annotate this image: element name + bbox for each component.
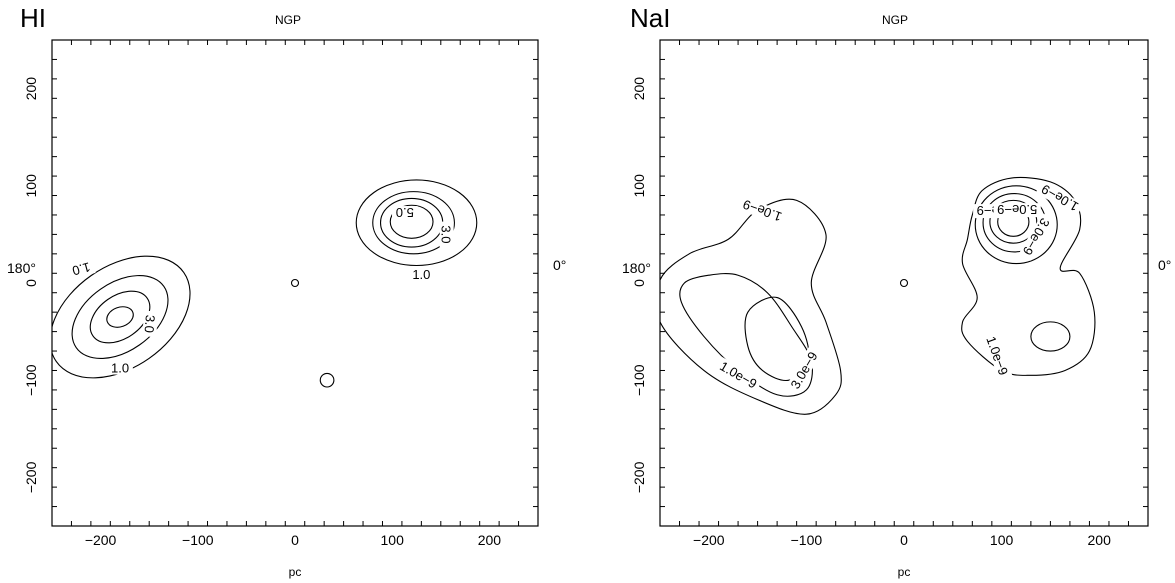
nai-contour-label-bg [785,346,822,394]
hi-left-edge-label: 180° [7,260,36,276]
hi-contour-line [389,204,434,239]
hi-contour-label-bg [439,221,454,248]
hi-contour-label-text: 3.0 [439,225,454,243]
hi-contour-label: 3.0 [141,310,159,338]
nai-y-tick-label: −100 [631,364,647,396]
nai-contour-label: 1.0e−9 [983,330,1013,381]
hi-y-tick-label: −200 [23,461,39,493]
hi-plot-frame [51,39,539,527]
hi-contour-label: 1.0 [67,259,96,280]
hi-y-tick-label: 100 [23,174,39,198]
hi-contour-label: 1.0 [107,360,133,376]
nai-contour-label-text: 3.0e−9 [787,349,820,391]
nai-x-tick-label: −100 [791,532,823,548]
hi-contour-line [71,275,169,360]
nai-contour-label-text: 1.0e−9 [983,334,1011,377]
hi-x-tick-label: 100 [381,532,405,548]
hi-contour-label-text: 1.0 [412,267,430,282]
nai-contour-label-bg [714,356,763,393]
hi-contour-label-text: 3.0 [141,314,158,333]
hi-panel-subtitle: NGP [275,13,301,27]
hi-contour-label-text: 1.0 [111,361,129,376]
nai-y-tick-label: 0 [631,279,647,287]
nai-x-tick-label: 0 [900,532,908,548]
nai-y-tick-label: 100 [631,174,647,198]
nai-contour-label: 5.0e−9 [993,202,1041,218]
nai-left-edge-label: 180° [622,260,651,276]
nai-contour-panel: NaI NGP −200 −100 0 100 200 −200 −100 0 100 200 pc 18… [622,3,1171,579]
nai-panel-subtitle: NGP [882,13,908,27]
nai-contour-label-text: 1.0e−9 [717,358,759,391]
nai-y-tick-label: 200 [631,77,647,101]
hi-contour-line [372,191,455,255]
hi-x-tick-label: −100 [182,532,214,548]
hi-contour-line [319,372,335,388]
nai-contour-label-bg [1035,180,1084,217]
hi-panel-title: HI [20,3,46,33]
nai-contour-line [989,199,1038,244]
nai-origin-marker [899,278,909,288]
hi-contour-label: 1.0 [408,267,435,282]
hi-contour-panel: HI NGP −200 −100 0 100 200 −200 −100 0 100 200 pc 180… [7,3,566,579]
hi-y-tick-label: −100 [23,364,39,396]
nai-contour-line [974,185,1058,265]
nai-contour-label-bg [983,330,1013,381]
nai-contour-line [1030,321,1071,352]
hi-contour-label-text: 5.0 [396,205,414,220]
hi-x-tick-label: 200 [478,532,502,548]
nai-right-edge-label: 0° [1158,257,1171,273]
nai-plot-frame [659,39,1149,527]
hi-contour-line [106,306,134,328]
hi-origin-marker [290,278,300,288]
nai-contour-label-bg [993,203,1041,218]
hi-contour-label-text: 1.0 [71,259,92,278]
hi-x-tick-label: −200 [85,532,117,548]
nai-x-tick-label: 200 [1088,532,1112,548]
hi-contour-label-bg [392,206,418,221]
nai-contour-label-bg [737,196,787,226]
hi-contour-label: 3.0 [439,221,454,248]
nai-contour-line [660,198,842,415]
hi-x-tick-label: 0 [291,532,299,548]
hi-y-tick-label: 200 [23,77,39,101]
hi-y-tick-label: 0 [23,279,39,287]
hi-contour-label-bg [107,360,133,375]
hi-contour-line [52,255,191,379]
nai-contour-label-text: 5.0e−9 [997,202,1037,217]
hi-contour-label-bg [67,259,96,280]
nai-x-tick-label: 100 [990,532,1014,548]
nai-contour-label-bg [1018,212,1055,261]
nai-x-axis-label: pc [898,565,911,579]
hi-contour-label-bg [408,267,435,282]
hi-contour-line [89,290,151,344]
nai-contour-label: 3.0e−9 [785,346,822,394]
hi-contour-label: 5.0 [392,205,418,221]
hi-contour-label-bg [142,310,159,338]
nai-contour-label-text: 3.0e−9 [1020,215,1053,257]
nai-panel-title: NaI [630,3,670,33]
nai-x-tick-label: −200 [693,532,725,548]
hi-right-edge-label: 0° [553,257,566,273]
hi-contour-line [355,179,478,267]
nai-y-tick-label: −200 [631,461,647,493]
hi-x-axis-label: pc [289,565,302,579]
nai-contour-line [679,273,813,397]
nai-contour-line [961,176,1096,376]
